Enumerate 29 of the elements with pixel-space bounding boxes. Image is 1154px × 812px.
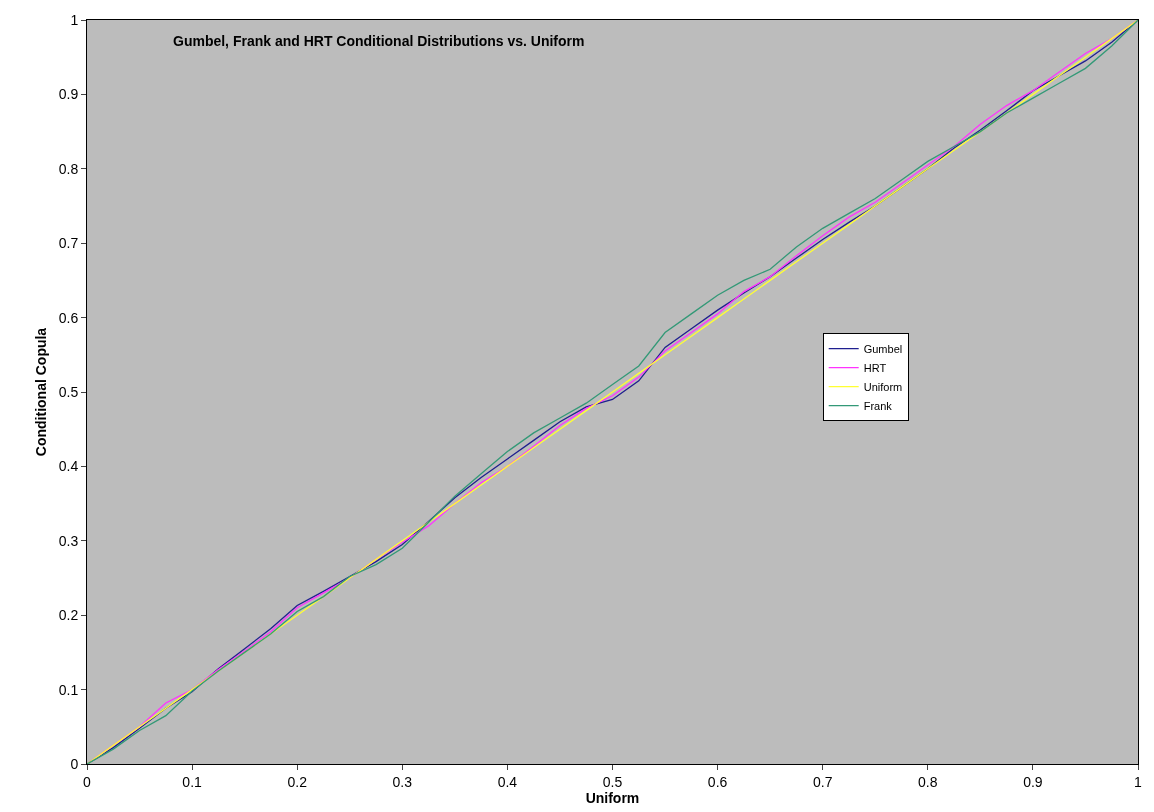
x-tick-label: 0.4 (497, 773, 518, 790)
x-tick-label: 0.7 (812, 773, 833, 790)
y-tick-label: 0.2 (58, 607, 79, 624)
y-tick-label: 0.8 (58, 160, 79, 177)
y-axis-title: Conditional Copula (33, 327, 50, 457)
y-tick-label: 0.5 (58, 383, 79, 400)
y-tick-label: 0.1 (58, 681, 79, 698)
legend-label: Frank (863, 399, 893, 412)
legend-label: Gumbel (863, 342, 903, 355)
x-tick-label: 1 (1134, 773, 1143, 790)
y-tick-label: 0.4 (58, 458, 79, 475)
x-tick-label: 0.9 (1023, 773, 1043, 790)
legend-label: HRT (863, 361, 887, 374)
x-tick-label: 0.8 (918, 773, 938, 790)
x-tick-label: 0.5 (602, 773, 623, 790)
y-tick-label: 0.6 (58, 309, 79, 326)
y-tick-label: 0.3 (58, 532, 79, 549)
x-tick-label: 0.2 (287, 773, 308, 790)
y-tick-label: 0.7 (58, 235, 79, 252)
y-tick-label: 1 (70, 11, 79, 28)
x-axis-title: Uniform (585, 789, 640, 806)
legend-label: Uniform (863, 380, 903, 393)
x-tick-label: 0 (83, 773, 92, 790)
text: Gumbel, Frank and HRT Conditional Distributions vs. Uniform (173, 33, 585, 49)
x-tick-label: 0.1 (182, 773, 203, 790)
x-tick-label: 0.6 (707, 773, 728, 790)
y-tick-label: 0 (70, 755, 79, 772)
x-tick-label: 0.3 (392, 773, 413, 790)
y-tick-label: 0.9 (58, 86, 79, 103)
